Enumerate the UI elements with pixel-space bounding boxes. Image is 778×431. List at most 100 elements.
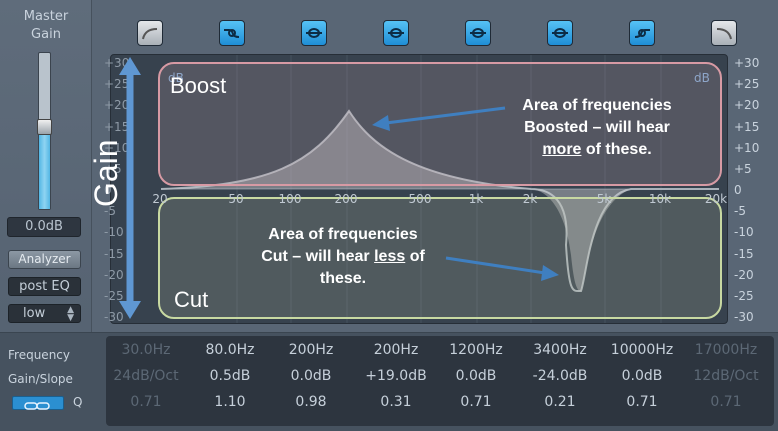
gain-value[interactable]: 0.5dB	[209, 368, 251, 384]
freq-tick: 500	[408, 192, 432, 206]
link-toggle-button[interactable]	[12, 396, 64, 410]
gain-label: Gain	[31, 27, 61, 42]
db-scale-left: +30 +25 +20 +15 +10 +5 0 -5 -10 -15 -20 -25 -30	[104, 56, 140, 324]
gain-value[interactable]: 0.0dB	[455, 368, 497, 384]
peak-icon	[552, 28, 568, 38]
q-value[interactable]: 0.21	[544, 394, 576, 410]
master-gain-slider[interactable]	[37, 52, 52, 210]
less-word: less	[374, 248, 406, 265]
resolution-value: low	[23, 306, 46, 321]
db-tick-left: +30	[104, 56, 130, 70]
slider-thumb[interactable]	[37, 119, 52, 135]
boost-note: Area of frequencies Boosted – will hear …	[508, 95, 686, 161]
db-tick-left: -20	[104, 267, 124, 282]
frequency-value[interactable]: 17000Hz	[694, 342, 758, 358]
frequency-value[interactable]: 200Hz	[373, 342, 419, 358]
resolution-select[interactable]: low ▲ ▼	[8, 304, 81, 323]
db-scale-right: +30 +25 +20 +15 +10 +5 0 -5 -10 -15 -20 -25 -30	[734, 56, 774, 324]
gain-value[interactable]: -24.0dB	[532, 368, 588, 384]
frequency-value[interactable]: 10000Hz	[610, 342, 674, 358]
band-8-highcut-button[interactable]	[711, 20, 737, 46]
db-tick-right: 0	[734, 183, 742, 197]
q-row-label: Q	[73, 395, 83, 409]
cut-note-line-2: Cut – will hear less of	[248, 246, 438, 268]
db-tick-right: +5	[734, 161, 752, 176]
freq-tick: 5k	[596, 192, 612, 206]
frequency-value[interactable]: 3400Hz	[533, 342, 587, 358]
frequency-value[interactable]: 200Hz	[288, 342, 334, 358]
freq-tick: 1k	[468, 192, 484, 206]
frequency-value[interactable]: 1200Hz	[449, 342, 503, 358]
db-tick-right: +20	[734, 98, 760, 113]
q-value[interactable]: 0.71	[460, 394, 492, 410]
q-value[interactable]: 0.31	[380, 394, 412, 410]
q-value[interactable]: 0.71	[130, 394, 162, 410]
boost-note-line-1: Area of frequencies	[522, 97, 672, 114]
highshelf-icon	[634, 29, 650, 38]
band-1-lowcut-button[interactable]	[137, 20, 163, 46]
db-tick-left: +10	[104, 140, 130, 155]
freq-tick: 20	[152, 192, 168, 206]
freq-tick: 200	[334, 192, 358, 206]
frequency-row-label: Frequency	[8, 348, 70, 362]
db-tick-right: -30	[734, 310, 754, 324]
cut-note-line-1: Area of frequencies	[268, 226, 418, 243]
analyzer-button[interactable]: Analyzer	[8, 250, 81, 269]
db-unit-left: dB	[168, 71, 184, 85]
cut-note-mid: of	[405, 248, 425, 265]
db-tick-left: +20	[104, 98, 130, 113]
db-tick-left: +25	[104, 77, 130, 92]
gain-annotation: Gain	[88, 139, 124, 207]
frequency-value[interactable]: 80.0Hz	[205, 342, 255, 358]
band-6-peak-button[interactable]	[547, 20, 573, 46]
gain-value[interactable]: 0.0dB	[290, 368, 332, 384]
more-word: more	[542, 141, 582, 158]
db-tick-right: -15	[734, 246, 754, 261]
freq-tick: 100	[278, 192, 302, 206]
link-icon	[24, 402, 50, 410]
gain-value[interactable]: 24dB/Oct	[113, 368, 179, 384]
band-3-peak-button[interactable]	[301, 20, 327, 46]
parameter-grid	[106, 336, 774, 426]
db-tick-left: -30	[104, 310, 124, 324]
band-4-peak-button[interactable]	[383, 20, 409, 46]
q-value[interactable]: 0.71	[626, 394, 658, 410]
q-value[interactable]: 0.98	[295, 394, 327, 410]
db-tick-left: -5	[104, 204, 116, 219]
cut-note-line-3: these.	[319, 270, 367, 287]
cut-note-head: Cut – will hear	[261, 248, 375, 265]
db-tick-right: +30	[734, 56, 760, 70]
db-tick-left: 0	[104, 183, 112, 197]
band-2-lowshelf-button[interactable]	[219, 20, 245, 46]
db-tick-right: -20	[734, 267, 754, 282]
master-gain-readout[interactable]: 0.0dB	[7, 217, 81, 237]
gain-slope-row-label: Gain/Slope	[8, 372, 73, 386]
cut-note: Area of frequencies Cut – will hear less…	[248, 224, 438, 290]
freq-tick: 2k	[522, 192, 538, 206]
eq-graph[interactable]	[110, 54, 728, 324]
frequency-value[interactable]: 30.0Hz	[121, 342, 171, 358]
gain-value[interactable]: +19.0dB	[365, 368, 427, 384]
highcut-icon	[716, 28, 732, 40]
db-tick-right: -5	[734, 204, 746, 219]
gain-value[interactable]: 0.0dB	[621, 368, 663, 384]
slider-fill	[39, 123, 50, 209]
db-tick-right: +10	[734, 140, 760, 155]
db-tick-left: -10	[104, 225, 124, 240]
lowcut-icon	[142, 28, 158, 40]
q-value[interactable]: 1.10	[214, 394, 246, 410]
analyzer-mode-select[interactable]: post EQ	[8, 277, 81, 296]
gain-arrow-icon	[119, 57, 141, 319]
q-value[interactable]: 0.71	[710, 394, 742, 410]
boost-note-line-2: Boosted – will hear	[524, 119, 670, 136]
db-tick-right: -10	[734, 225, 754, 240]
gain-value[interactable]: 12dB/Oct	[693, 368, 759, 384]
band-5-peak-button[interactable]	[465, 20, 491, 46]
db-tick-left: +5	[104, 161, 122, 176]
boost-note-line-3: more of these.	[508, 139, 686, 161]
updown-arrows-icon: ▲ ▼	[67, 305, 74, 323]
master-label: Master	[23, 9, 69, 24]
band-7-highshelf-button[interactable]	[629, 20, 655, 46]
db-unit-right: dB	[694, 71, 710, 85]
eq-curve[interactable]	[160, 109, 719, 293]
